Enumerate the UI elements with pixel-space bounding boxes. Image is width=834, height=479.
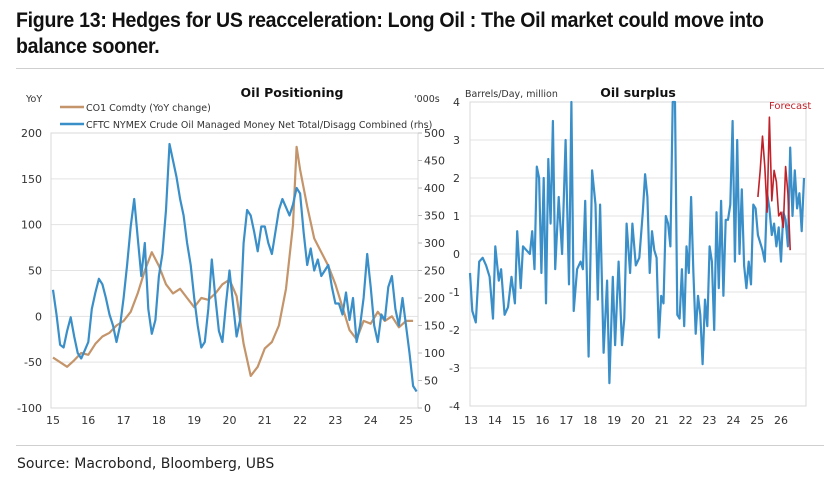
source-divider — [16, 445, 824, 446]
x-tick-label: 20 — [631, 414, 645, 427]
x-tick-label: 19 — [607, 414, 621, 427]
y-tick-label: -50 — [24, 356, 42, 369]
right-plot-frame — [469, 101, 807, 407]
oil-surplus-forecast-line — [757, 116, 791, 251]
x-tick-label: 25 — [750, 414, 764, 427]
y-tick-label: 50 — [28, 265, 42, 278]
x-tick-label: 17 — [117, 414, 131, 427]
x-tick-label: 23 — [703, 414, 717, 427]
y-tick-label: -2 — [449, 324, 460, 337]
legend-label-cftc: CFTC NYMEX Crude Oil Managed Money Net T… — [86, 120, 432, 131]
left-series — [51, 142, 418, 393]
right-chart-title: Oil surplus — [600, 85, 676, 100]
y-tick-label-right: 450 — [424, 155, 445, 168]
y-tick-label: -1 — [449, 286, 460, 299]
x-tick-label: 18 — [583, 414, 597, 427]
y-tick-label: -100 — [17, 402, 42, 415]
x-tick-label: 14 — [488, 414, 502, 427]
y-tick-label-right: 150 — [424, 320, 445, 333]
x-tick-label: 16 — [536, 414, 550, 427]
figure-title: Figure 13: Hedges for US reacceleration:… — [16, 9, 764, 58]
y-tick-label: 100 — [21, 219, 42, 232]
y-tick-label-right: 0 — [424, 402, 431, 415]
x-tick-label: 21 — [258, 414, 272, 427]
x-tick-label: 26 — [774, 414, 788, 427]
x-tick-label: 23 — [328, 414, 342, 427]
right-x-ticks: 13 14 15 16 17 18 19 20 21 22 23 24 25 26 — [464, 414, 788, 427]
y-tick-label: -4 — [449, 400, 460, 413]
y-tick-label: 4 — [453, 96, 460, 109]
right-y-ticks: 4 3 2 1 0 -1 -2 -3 -4 — [449, 96, 460, 413]
legend: CO1 Comdty (YoY change) CFTC NYMEX Crude… — [60, 103, 432, 131]
y-tick-label: 200 — [21, 127, 42, 140]
x-tick-label: 17 — [559, 414, 573, 427]
x-tick-label: 24 — [364, 414, 378, 427]
x-tick-label: 22 — [679, 414, 693, 427]
x-tick-label: 25 — [399, 414, 413, 427]
left-y-axis-label: YoY — [25, 94, 42, 105]
source-note: Source: Macrobond, Bloomberg, UBS — [17, 456, 275, 472]
x-tick-label: 24 — [726, 414, 740, 427]
cftc-net-position-line — [51, 142, 418, 393]
y-tick-label-right: 100 — [424, 347, 445, 360]
forecast-annotation: Forecast — [769, 101, 811, 112]
y-tick-label: 1 — [453, 210, 460, 223]
y-tick-label: 3 — [453, 134, 460, 147]
x-tick-label: 22 — [293, 414, 307, 427]
y-tick-label: 2 — [453, 172, 460, 185]
left-chart-title: Oil Positioning — [241, 85, 344, 100]
y-tick-label-right: 500 — [424, 127, 445, 140]
x-tick-label: 18 — [152, 414, 166, 427]
y-tick-label-right: 300 — [424, 237, 445, 250]
y-tick-label: 150 — [21, 173, 42, 186]
y-tick-label-right: 250 — [424, 265, 445, 278]
x-tick-label: 15 — [46, 414, 60, 427]
right-y-axis-label: '000s — [414, 94, 440, 105]
oil-surplus-actual-line — [468, 100, 806, 385]
y-tick-label: 0 — [35, 310, 42, 323]
right-gridlines — [470, 101, 806, 407]
right-chart-y-label: Barrels/Day, million — [465, 89, 558, 100]
x-tick-label: 19 — [187, 414, 201, 427]
x-tick-label: 15 — [512, 414, 526, 427]
left-y-ticks: 200 150 100 50 0 -50 -100 — [17, 127, 42, 415]
y-tick-label: 0 — [453, 248, 460, 261]
y-tick-label: -3 — [449, 362, 460, 375]
y-tick-label-right: 400 — [424, 182, 445, 195]
x-tick-label: 21 — [655, 414, 669, 427]
right-series — [468, 100, 806, 385]
y-tick-label-right: 350 — [424, 210, 445, 223]
x-tick-label: 16 — [81, 414, 95, 427]
y-tick-label-right: 200 — [424, 292, 445, 305]
left-x-ticks: 15 16 17 18 19 20 21 22 23 24 25 — [46, 414, 413, 427]
y-tick-label-right: 50 — [424, 375, 438, 388]
title-divider — [16, 68, 824, 69]
legend-label-co1: CO1 Comdty (YoY change) — [86, 103, 211, 114]
x-tick-label: 20 — [223, 414, 237, 427]
x-tick-label: 13 — [464, 414, 478, 427]
